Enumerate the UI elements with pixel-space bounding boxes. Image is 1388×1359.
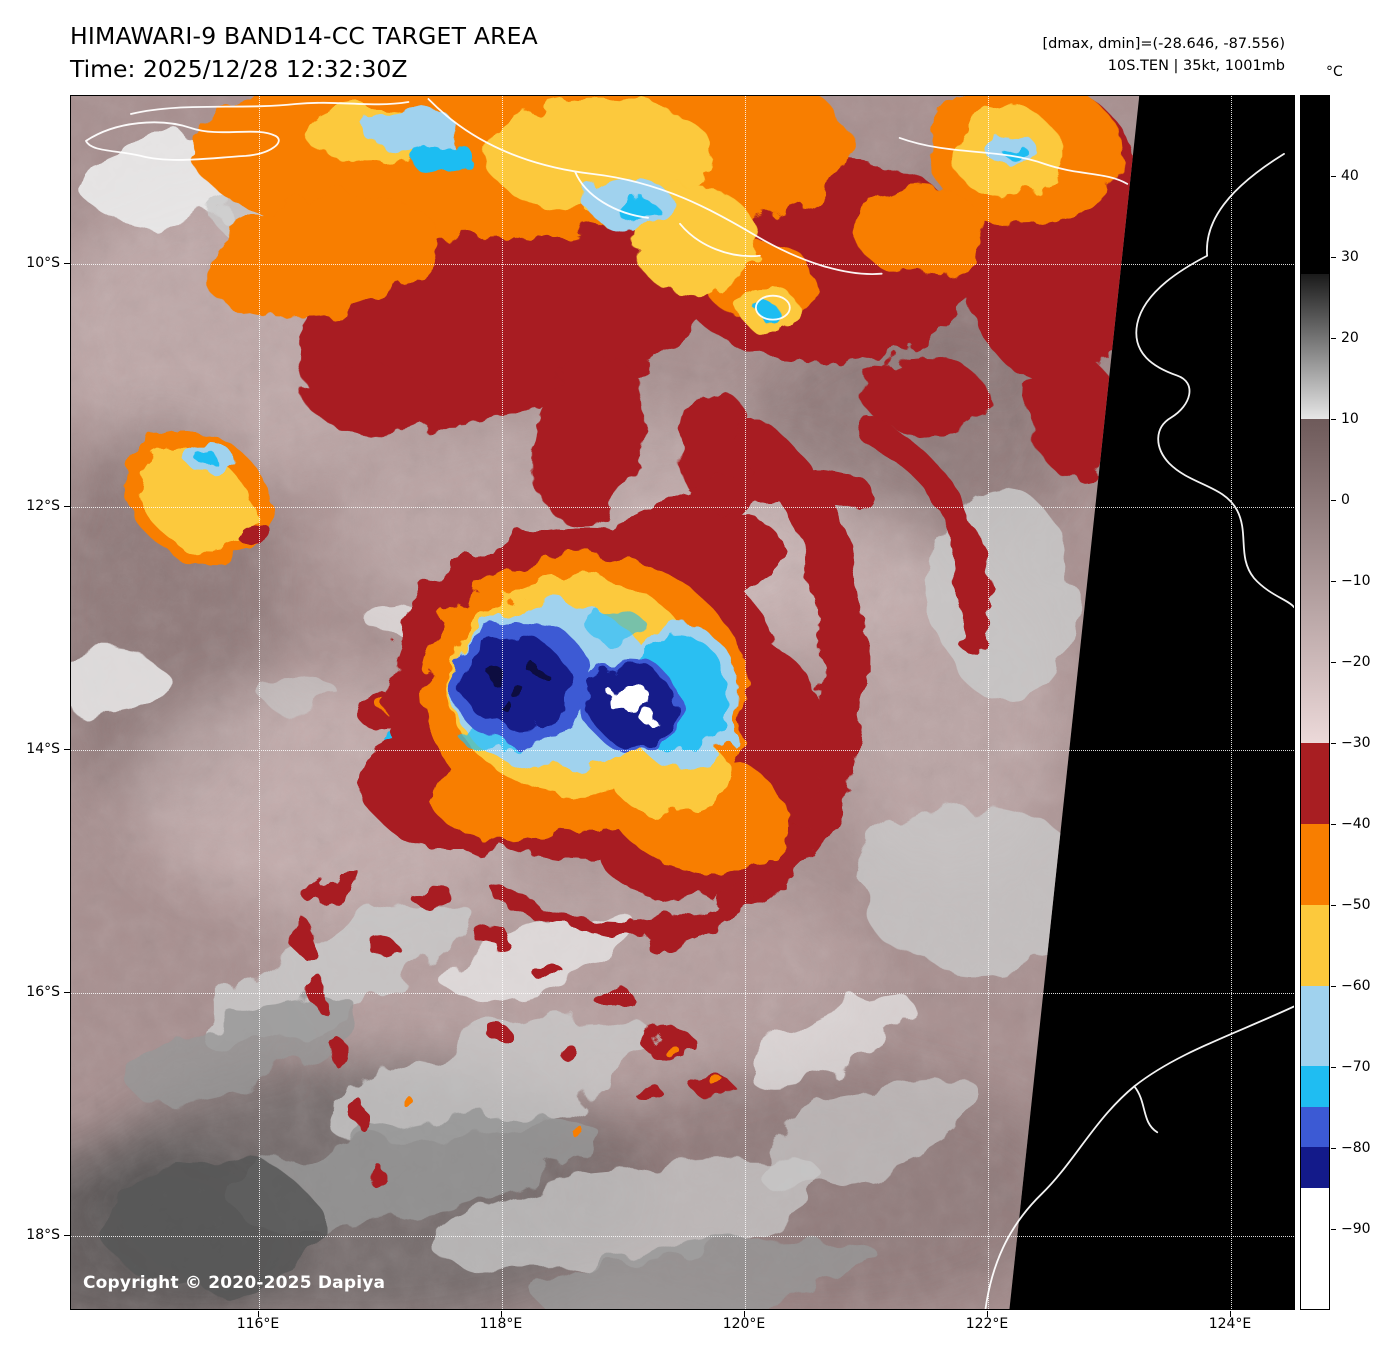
colorbar-tick-label: 40: [1341, 168, 1359, 184]
colorbar-segment: [1301, 1106, 1329, 1148]
lon-tick-mark: [501, 1311, 502, 1317]
lat-tick-label: 16°S: [26, 984, 60, 1000]
colorbar-tick-mark: [1331, 419, 1336, 420]
timestamp: Time: 2025/12/28 12:32:30Z: [70, 55, 408, 83]
colorbar-tick-label: −80: [1341, 1140, 1371, 1156]
colorbar-tick-mark: [1331, 1229, 1336, 1230]
lon-tick-mark: [1230, 1311, 1231, 1317]
copyright-text: Copyright © 2020-2025 Dapiya: [83, 1273, 386, 1293]
colorbar-segment: [1301, 742, 1329, 824]
colorbar-tick-label: 30: [1341, 249, 1359, 265]
scattered-cold-pixels: [288, 692, 730, 1187]
colorbar-tick-label: −60: [1341, 978, 1371, 994]
colorbar-tick-mark: [1331, 176, 1336, 177]
colorbar-segment: [1301, 273, 1329, 420]
colorbar-segment: [1301, 1066, 1329, 1107]
lat-tick-mark: [64, 263, 70, 264]
lon-tick-label: 118°E: [479, 1316, 523, 1332]
colorbar-tick-mark: [1331, 905, 1336, 906]
coastlines: [85, 98, 1294, 1309]
colorbar-tick-mark: [1331, 338, 1336, 339]
convection-cell-west: [124, 429, 274, 566]
colorbar-tick-mark: [1331, 581, 1336, 582]
lon-tick-mark: [258, 1311, 259, 1317]
colorbar-segment: [1301, 1147, 1329, 1188]
colorbar-tick-mark: [1331, 257, 1336, 258]
colorbar-segment: [1301, 985, 1329, 1067]
gridline-latitude: [71, 993, 1294, 994]
colorbar-segment: [1301, 904, 1329, 986]
lon-tick-label: 116°E: [236, 1316, 280, 1332]
data-swath: [71, 96, 1140, 1309]
lat-tick-mark: [64, 992, 70, 993]
lat-tick-mark: [64, 1235, 70, 1236]
colorbar-tick-mark: [1331, 1148, 1336, 1149]
colorbar-tick-label: −50: [1341, 897, 1371, 913]
lat-tick-mark: [64, 749, 70, 750]
satellite-image: [71, 96, 1294, 1309]
colorbar-tick-label: −10: [1341, 573, 1371, 589]
gridline-latitude: [71, 507, 1294, 508]
colorbar-segment: [1301, 1187, 1329, 1309]
lon-tick-label: 124°E: [1208, 1316, 1252, 1332]
map-plot: Copyright © 2020-2025 Dapiya: [70, 95, 1295, 1310]
colorbar-tick-label: −40: [1341, 816, 1371, 832]
gridline-latitude: [71, 1236, 1294, 1237]
lat-tick-label: 18°S: [26, 1227, 60, 1243]
colorbar-tick-label: −20: [1341, 654, 1371, 670]
lon-tick-mark: [744, 1311, 745, 1317]
lat-tick-label: 12°S: [26, 498, 60, 514]
lon-tick-label: 120°E: [722, 1316, 766, 1332]
colorbar-tick-label: −70: [1341, 1059, 1371, 1075]
colorbar-tick-mark: [1331, 662, 1336, 663]
colorbar-segment: [1301, 96, 1329, 274]
lat-tick-label: 14°S: [26, 741, 60, 757]
colorbar-tick-label: 0: [1341, 492, 1350, 508]
colorbar-tick-mark: [1331, 500, 1336, 501]
lon-tick-label: 122°E: [965, 1316, 1009, 1332]
lat-tick-label: 10°S: [26, 255, 60, 271]
dmax-dmin-readout: [dmax, dmin]=(-28.646, -87.556): [1042, 36, 1286, 52]
cyclone: [358, 512, 825, 900]
colorbar-tick-label: −90: [1341, 1221, 1371, 1237]
colorbar-tick-mark: [1331, 743, 1336, 744]
gridline-longitude: [988, 96, 989, 1309]
gridline-longitude: [259, 96, 260, 1309]
colorbar-segment: [1301, 419, 1329, 743]
colorbar-tick-label: 10: [1341, 411, 1359, 427]
colorbar-segment: [1301, 823, 1329, 905]
colorbar-tick-mark: [1331, 824, 1336, 825]
gridline-longitude: [502, 96, 503, 1309]
storm-info: 10S.TEN | 35kt, 1001mb: [1107, 58, 1285, 74]
lon-tick-mark: [987, 1311, 988, 1317]
gridline-latitude: [71, 750, 1294, 751]
spiral-bands: [493, 417, 988, 952]
colorbar-tick-label: −30: [1341, 735, 1371, 751]
lat-tick-mark: [64, 506, 70, 507]
colorbar-tick-mark: [1331, 1067, 1336, 1068]
gridline-longitude: [745, 96, 746, 1309]
gridline-longitude: [1231, 96, 1232, 1309]
colorbar-tick-mark: [1331, 986, 1336, 987]
page-title: HIMAWARI-9 BAND14-CC TARGET AREA: [70, 22, 538, 50]
colorbar: [1300, 95, 1330, 1310]
colorbar-tick-label: 20: [1341, 330, 1359, 346]
colorbar-unit-label: °C: [1326, 64, 1343, 80]
gridline-latitude: [71, 264, 1294, 265]
colorbar-gradient: [1301, 96, 1329, 1309]
